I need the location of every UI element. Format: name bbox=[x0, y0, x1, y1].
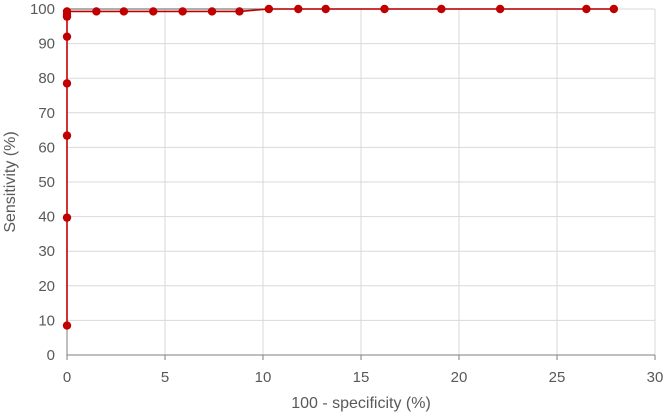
x-tick-label: 25 bbox=[549, 369, 566, 386]
x-tick-label: 15 bbox=[353, 369, 370, 386]
data-point bbox=[582, 4, 591, 14]
x-tick-label: 20 bbox=[451, 369, 468, 386]
x-tick-label: 10 bbox=[255, 369, 272, 386]
data-point bbox=[294, 4, 303, 14]
data-point bbox=[62, 213, 72, 222]
data-point bbox=[207, 7, 217, 16]
y-tick-label: 10 bbox=[38, 312, 55, 329]
y-tick-label: 90 bbox=[38, 36, 55, 53]
data-points bbox=[62, 4, 619, 330]
data-point bbox=[119, 7, 129, 16]
y-tick-label: 20 bbox=[38, 278, 55, 295]
data-point bbox=[321, 4, 330, 14]
y-tick-label: 60 bbox=[38, 139, 55, 156]
data-point bbox=[62, 7, 72, 16]
data-point bbox=[495, 4, 505, 14]
x-tick-label: 0 bbox=[63, 369, 71, 386]
y-tick-label: 40 bbox=[38, 209, 55, 226]
x-tick-label: 30 bbox=[647, 369, 664, 386]
data-point bbox=[62, 131, 72, 140]
data-point bbox=[149, 7, 158, 16]
data-point bbox=[609, 4, 619, 14]
y-axis-title: Sensitivity (%) bbox=[2, 131, 19, 232]
data-point bbox=[62, 79, 72, 88]
tick-labels: 0 10 20 30 40 50 60 70 80 90 100 0 5 10 15 20 25 30 bbox=[30, 1, 663, 386]
data-point bbox=[62, 32, 72, 41]
data-point bbox=[235, 7, 244, 16]
data-point bbox=[62, 321, 72, 330]
x-tick-label: 5 bbox=[161, 369, 169, 386]
series-line bbox=[66, 8, 614, 326]
data-point bbox=[178, 7, 187, 16]
y-tick-label: 80 bbox=[38, 70, 55, 87]
data-point bbox=[92, 7, 101, 16]
data-point bbox=[437, 4, 446, 14]
grid-lines bbox=[67, 8, 656, 355]
y-tick-label: 70 bbox=[38, 105, 55, 122]
x-axis-title: 100 - specificity (%) bbox=[291, 395, 431, 412]
y-tick-label: 100 bbox=[30, 1, 55, 18]
y-tick-label: 50 bbox=[38, 174, 55, 191]
y-tick-label: 0 bbox=[47, 347, 55, 364]
data-point bbox=[264, 4, 274, 14]
data-point bbox=[380, 4, 389, 14]
y-tick-label: 30 bbox=[38, 243, 55, 260]
